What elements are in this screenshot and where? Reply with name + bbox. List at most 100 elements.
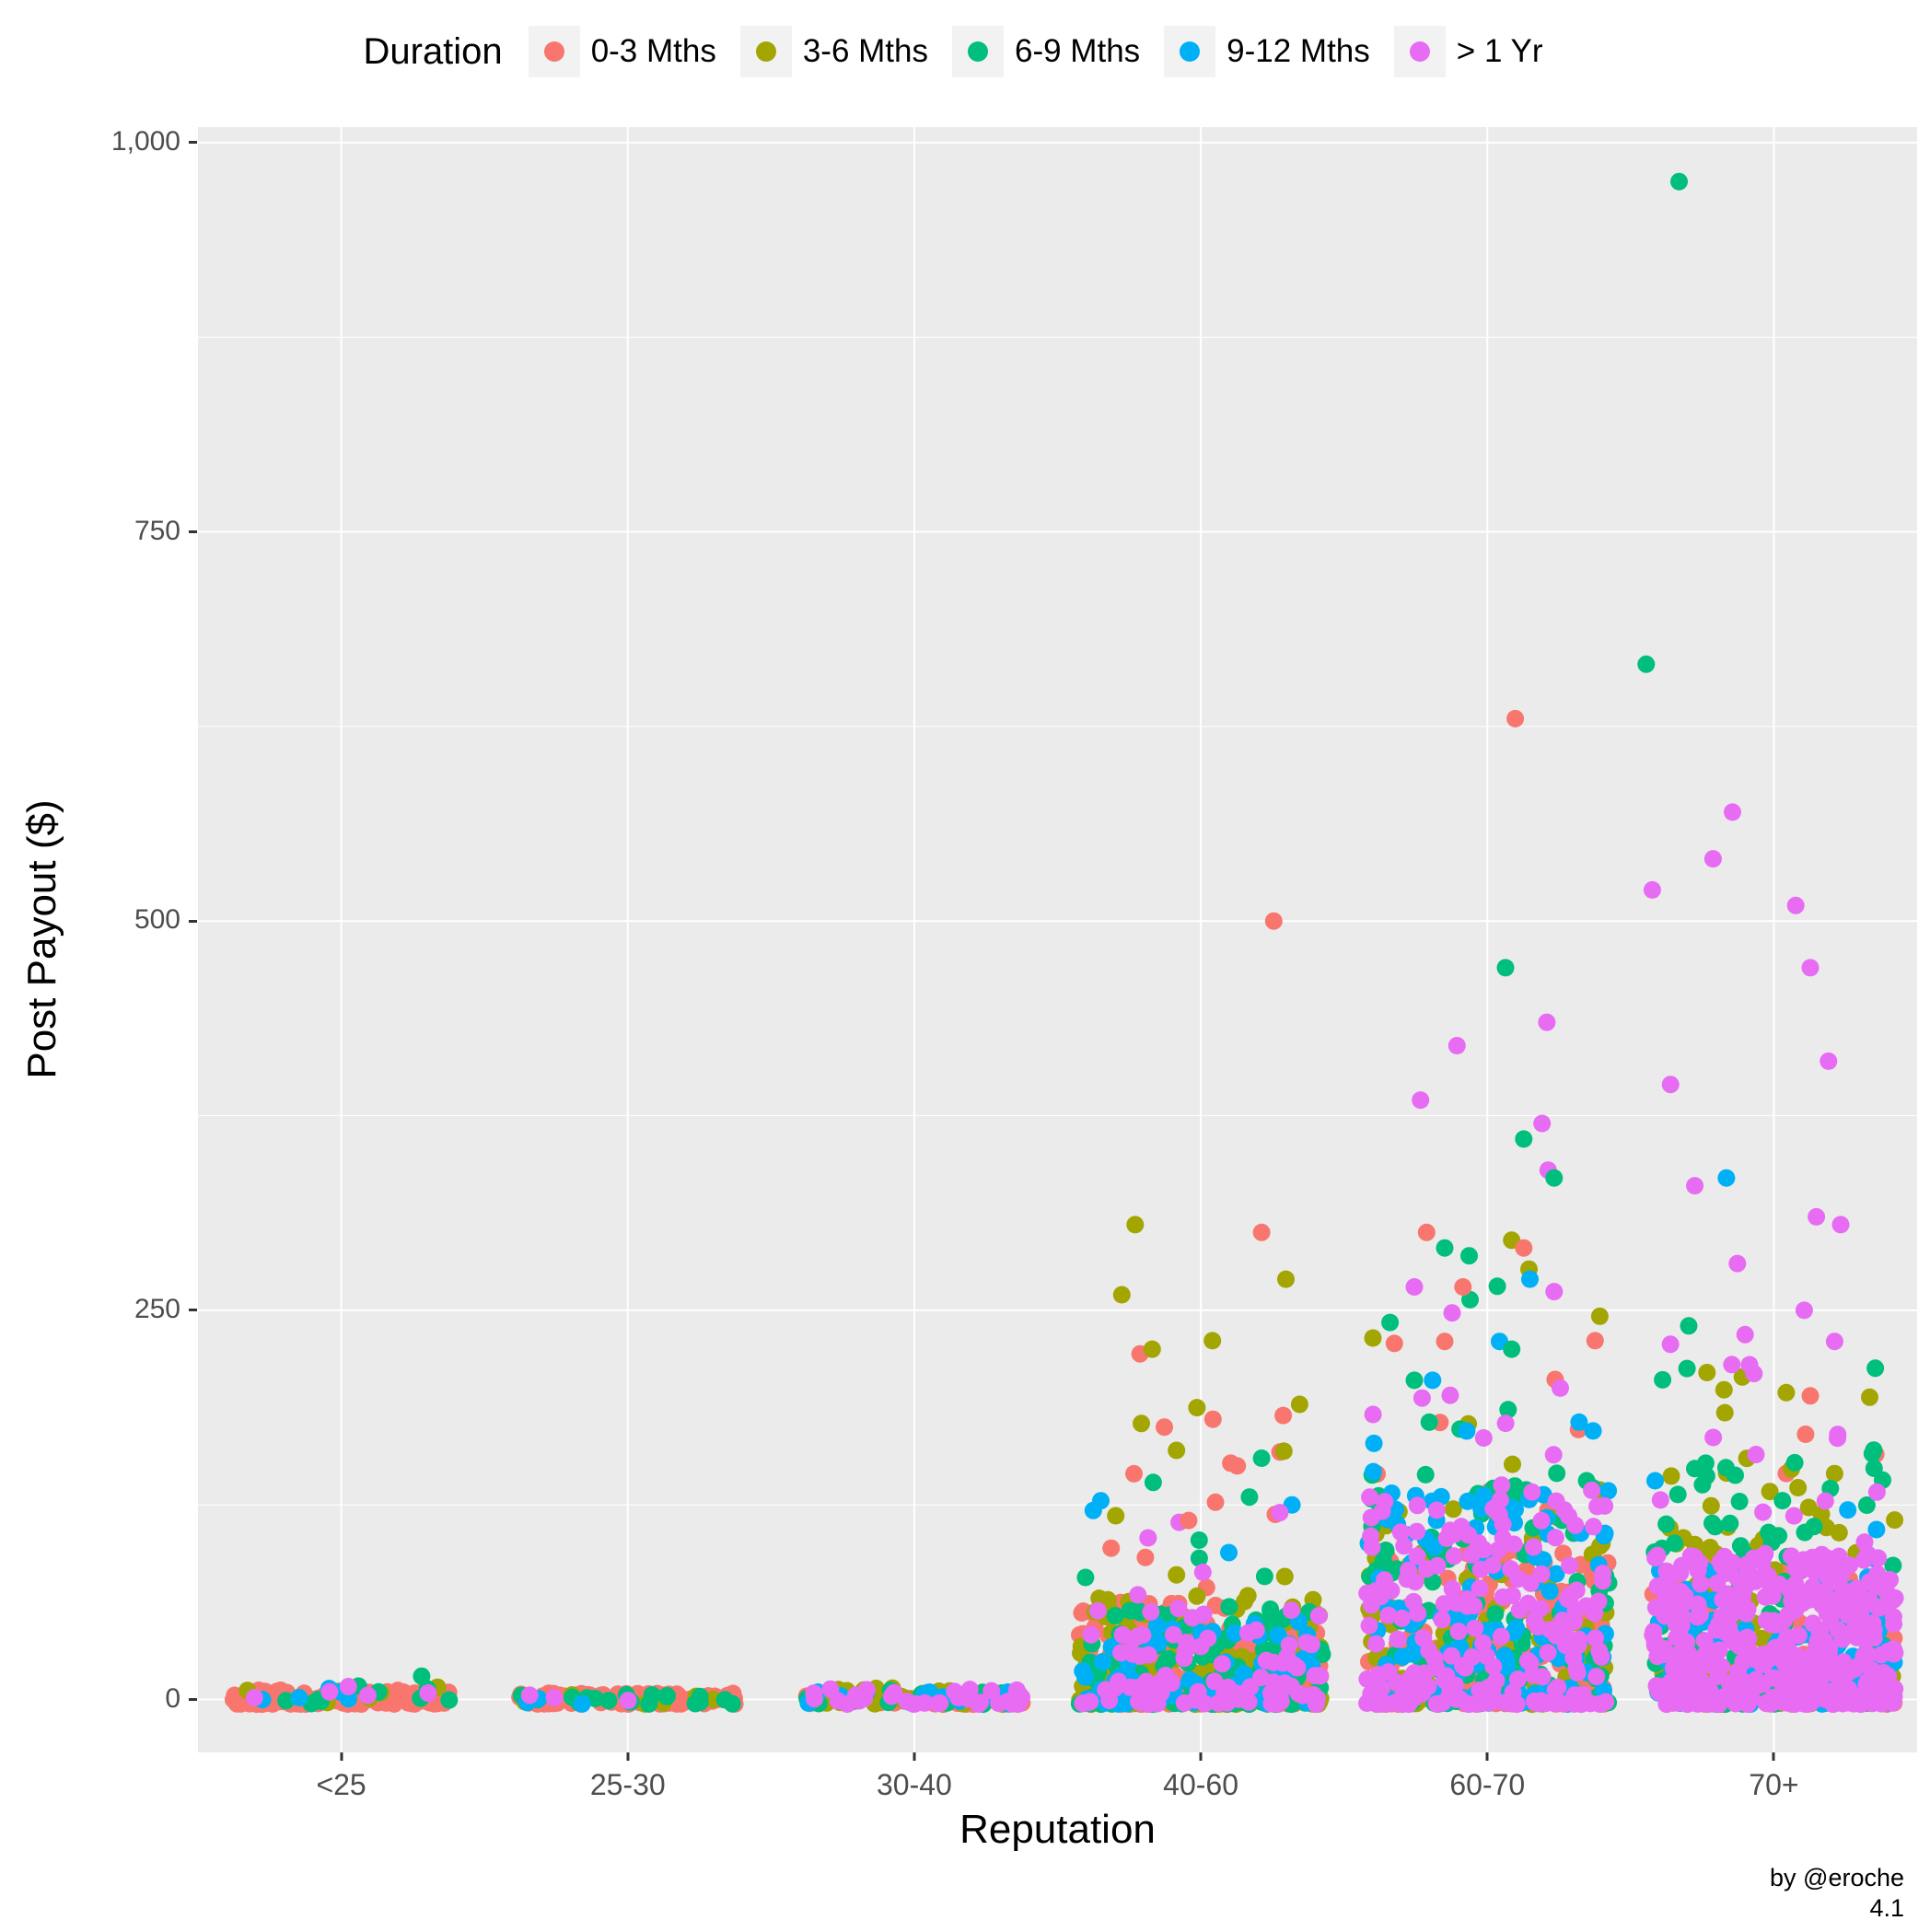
data-point: [1461, 1290, 1479, 1309]
data-point: [929, 1694, 948, 1713]
data-point: [1691, 1686, 1709, 1705]
data-point: [1408, 1522, 1426, 1541]
data-point: [599, 1692, 618, 1710]
data-point: [339, 1678, 357, 1695]
data-point: [1861, 1388, 1878, 1406]
data-point: [1838, 1662, 1856, 1681]
data-point: [1472, 1499, 1491, 1518]
data-point: [1417, 1223, 1436, 1241]
data-point: [829, 1692, 847, 1710]
data-point: [1454, 1657, 1471, 1675]
data-point: [1443, 1579, 1461, 1598]
data-point: [1533, 1114, 1552, 1133]
x-tick-mark: [1199, 1752, 1203, 1761]
data-point: [1475, 1541, 1493, 1559]
data-point: [1427, 1501, 1446, 1519]
data-point: [1494, 1529, 1512, 1547]
data-point: [1723, 1356, 1741, 1374]
data-point: [1773, 1492, 1792, 1510]
data-point: [1793, 1583, 1811, 1601]
data-point: [1213, 1655, 1231, 1673]
data-point: [1446, 1525, 1464, 1543]
data-point: [1710, 1614, 1728, 1633]
data-point: [1878, 1643, 1897, 1661]
data-point: [1880, 1693, 1899, 1711]
data-point: [1441, 1386, 1459, 1404]
data-point: [1275, 1567, 1294, 1586]
data-point: [1486, 1605, 1505, 1624]
data-point: [1782, 1547, 1800, 1565]
data-point: [1474, 1634, 1493, 1652]
data-point: [1521, 1654, 1540, 1672]
data-point: [1220, 1598, 1238, 1616]
data-point: [1503, 1340, 1521, 1358]
y-tick-mark: [189, 919, 197, 923]
data-point: [1112, 1286, 1131, 1304]
data-point: [1129, 1601, 1147, 1620]
data-point: [1448, 1037, 1466, 1054]
data-point: [1493, 1476, 1511, 1495]
data-point: [1379, 1606, 1398, 1624]
x-tick-label: 40-60: [1163, 1768, 1238, 1801]
data-point: [1471, 1560, 1490, 1578]
data-point: [1767, 1670, 1785, 1688]
data-point: [1795, 1301, 1813, 1320]
data-point: [1175, 1649, 1193, 1668]
data-point: [1532, 1511, 1551, 1530]
legend-dot-icon: [1180, 41, 1201, 62]
data-point: [1377, 1542, 1395, 1559]
data-point: [1546, 1529, 1564, 1547]
legend-dot-icon: [968, 41, 988, 62]
data-point: [658, 1687, 676, 1705]
data-point: [1763, 1693, 1782, 1712]
data-point: [1458, 1694, 1476, 1713]
data-point: [1188, 1399, 1206, 1417]
data-point: [1687, 1659, 1705, 1678]
data-point: [1440, 1687, 1459, 1705]
data-point: [1125, 1464, 1143, 1483]
data-point: [1545, 1169, 1564, 1187]
data-point: [1777, 1693, 1796, 1712]
data-point: [1428, 1556, 1447, 1575]
data-point: [1126, 1216, 1145, 1234]
data-point: [1306, 1667, 1324, 1685]
y-tick-mark: [189, 530, 197, 534]
legend-item-3-6-mths: 3-6 Mths: [739, 26, 928, 77]
data-point: [1777, 1383, 1796, 1402]
data-point: [1869, 1549, 1888, 1567]
x-tick-mark: [340, 1752, 343, 1761]
data-point: [1717, 1169, 1736, 1187]
data-point: [1363, 1538, 1381, 1556]
data-point: [440, 1691, 459, 1709]
data-point: [1884, 1608, 1902, 1626]
data-point: [1806, 1563, 1824, 1581]
caption-version: 4.1: [1869, 1894, 1904, 1923]
data-point: [1715, 1380, 1733, 1399]
data-point: [1815, 1690, 1833, 1708]
data-point: [1831, 1216, 1850, 1234]
data-point: [1865, 1460, 1883, 1477]
data-point: [1825, 1333, 1843, 1351]
data-point: [1188, 1587, 1206, 1605]
data-point: [1692, 1575, 1710, 1593]
data-point: [1391, 1523, 1410, 1542]
data-point: [1524, 1538, 1542, 1556]
data-point: [1728, 1254, 1747, 1273]
data-point: [1751, 1549, 1769, 1566]
data-point: [1459, 1597, 1476, 1615]
data-point: [1404, 1592, 1423, 1611]
data-point: [1474, 1486, 1493, 1505]
data-point: [1824, 1664, 1843, 1682]
data-point: [1420, 1642, 1438, 1660]
data-point: [1594, 1565, 1612, 1583]
data-point: [1400, 1561, 1417, 1579]
data-point: [1373, 1502, 1391, 1520]
data-point: [1519, 1594, 1538, 1612]
x-tick-mark: [1485, 1752, 1489, 1761]
data-point: [1381, 1313, 1400, 1332]
legend-item-9-12-mths: 9-12 Mths: [1164, 26, 1370, 77]
legend-dot-icon: [543, 41, 564, 62]
data-point: [1651, 1491, 1669, 1509]
data-point: [1304, 1686, 1322, 1705]
data-point: [1156, 1418, 1173, 1437]
